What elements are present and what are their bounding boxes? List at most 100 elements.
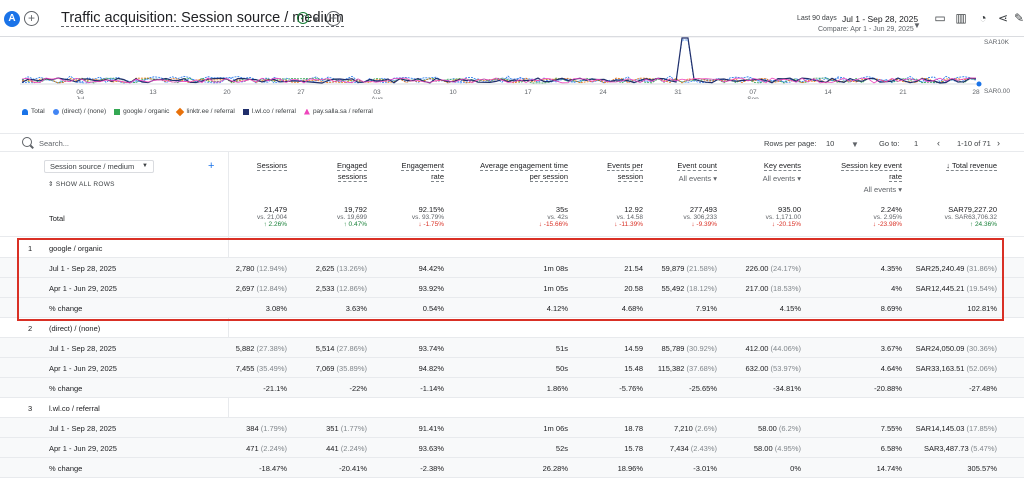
column-header-7[interactable]: Key events All events ▾ bbox=[762, 161, 801, 183]
x-tick-label: 20 bbox=[223, 89, 231, 96]
table-cell: -27.48% bbox=[969, 384, 997, 393]
check-circle-icon[interactable]: ✓ bbox=[297, 12, 309, 24]
dimension-select[interactable]: Session source / medium ▼ bbox=[44, 160, 154, 173]
dimension-value: l.wl.co / referral bbox=[49, 404, 100, 413]
table-cell: 7.91% bbox=[695, 304, 717, 313]
total-row: Total 21,479 vs. 21,004 ↑ 2.26% 19,792 vs. 1… bbox=[0, 197, 1024, 237]
table-cell: 1m 05s bbox=[543, 284, 568, 293]
insights-icon[interactable]: ◔ bbox=[979, 11, 987, 25]
highlight-box bbox=[17, 238, 1004, 321]
table-cell: 52s bbox=[555, 444, 568, 453]
column-header-9[interactable]: ↓ Total revenue bbox=[946, 161, 997, 171]
avatar[interactable]: A bbox=[4, 11, 20, 27]
legend-item[interactable]: google / organic bbox=[114, 108, 169, 115]
table-cell: SAR14,145.03 (17.85%) bbox=[915, 424, 997, 433]
column-header-2[interactable]: Engaged sessions bbox=[336, 161, 367, 182]
date-label[interactable]: Last 90 days bbox=[797, 15, 837, 22]
add-dimension-icon[interactable]: + bbox=[208, 160, 215, 172]
date-range[interactable]: Jul 1 - Sep 28, 2025 bbox=[842, 14, 919, 24]
column-header-4[interactable]: Average engagement time per session bbox=[480, 161, 568, 182]
column-header-6[interactable]: Event count All events ▾ bbox=[677, 161, 717, 183]
add-comparison-icon[interactable]: + bbox=[24, 11, 39, 26]
rows-dropdown-icon[interactable]: ▼ bbox=[851, 140, 859, 149]
table-cell: 471 (2.24%) bbox=[246, 444, 287, 453]
x-tick-label: 03 bbox=[373, 89, 381, 96]
table-cell: 3.63% bbox=[345, 304, 367, 313]
total-cell: 92.15% vs. 93.79% ↓ -1.75% bbox=[411, 205, 444, 228]
table-cell: 51s bbox=[555, 344, 568, 353]
report-title[interactable]: Traffic acquisition: Session source / me… bbox=[61, 10, 344, 27]
legend-item[interactable]: l.wl.co / referral bbox=[242, 108, 296, 115]
table-cell: 93.74% bbox=[418, 344, 444, 353]
chevron-down-icon[interactable]: ▼ bbox=[312, 15, 320, 24]
table-cell: SAR33,163.51 (52.06%) bbox=[915, 364, 997, 373]
row-label: Jul 1 - Sep 28, 2025 bbox=[49, 344, 117, 353]
column-header-5[interactable]: Events per session bbox=[607, 161, 643, 182]
table-cell: 632.00 (53.97%) bbox=[745, 364, 801, 373]
x-tick-label: 10 bbox=[449, 89, 457, 96]
table-cell: -22% bbox=[349, 384, 367, 393]
comment-icon[interactable]: ▭ bbox=[934, 11, 946, 25]
row-number: 2 bbox=[28, 324, 33, 333]
search-icon[interactable] bbox=[22, 137, 32, 147]
row-label: Apr 1 - Jun 29, 2025 bbox=[49, 284, 117, 293]
table-cell: 58.00 (6.2%) bbox=[758, 424, 801, 433]
table-cell: 21.54 bbox=[624, 264, 643, 273]
add-icon[interactable]: + bbox=[326, 11, 341, 26]
table-cell: 94.42% bbox=[418, 264, 444, 273]
column-header-8[interactable]: Session key event rate All events ▾ bbox=[841, 161, 902, 194]
table-cell: 1m 08s bbox=[543, 264, 568, 273]
search-input[interactable]: Search... bbox=[39, 139, 70, 148]
table-cell: -5.76% bbox=[619, 384, 643, 393]
table-cell: 1m 06s bbox=[543, 424, 568, 433]
table-cell: 2,780 (12.94%) bbox=[235, 264, 287, 273]
table-cell: 18.78 bbox=[624, 424, 643, 433]
column-header-1[interactable]: Sessions bbox=[256, 161, 287, 171]
group-header-row[interactable]: 1 google / organic bbox=[0, 238, 1024, 258]
table-cell: SAR24,050.09 (30.36%) bbox=[915, 344, 997, 353]
rows-per-page-label: Rows per page: bbox=[764, 139, 817, 148]
series-line bbox=[21, 37, 977, 84]
table-cell: 0% bbox=[790, 464, 801, 473]
goto-input[interactable]: 1 bbox=[914, 139, 919, 148]
prev-page-icon[interactable]: ‹ bbox=[937, 138, 940, 148]
group-header-row[interactable]: 2 (direct) / (none) bbox=[0, 318, 1024, 338]
share-icon[interactable]: ⋖ bbox=[997, 11, 1009, 25]
legend-item[interactable]: Total bbox=[22, 108, 45, 115]
x-tick-label: Sep bbox=[747, 96, 759, 99]
table-cell: 412.00 (44.06%) bbox=[745, 344, 801, 353]
total-cell: 277,493 vs. 306,233 ↓ -9.39% bbox=[683, 205, 717, 228]
table-cell: 4.68% bbox=[621, 304, 643, 313]
legend-item[interactable]: pay.salla.sa / referral bbox=[303, 108, 373, 115]
next-page-icon[interactable]: › bbox=[997, 138, 1000, 148]
table-cell: 2,533 (12.86%) bbox=[315, 284, 367, 293]
table-row: % change 3.08% 3.63% 0.54% 4.12% 4.68% 7.91% 4.… bbox=[0, 298, 1024, 318]
rows-per-page-select[interactable]: 10 bbox=[826, 139, 835, 148]
total-cell: 35s vs. 42s ↓ -15.66% bbox=[538, 205, 568, 228]
legend-item[interactable]: (direct) / (none) bbox=[52, 108, 106, 115]
table-cell: -3.01% bbox=[693, 464, 717, 473]
table-cell: 15.78 bbox=[624, 444, 643, 453]
date-dropdown-icon[interactable]: ▼ bbox=[913, 21, 921, 30]
x-tick-label: 28 bbox=[972, 89, 980, 96]
total-cell: 21,479 vs. 21,004 ↑ 2.26% bbox=[257, 205, 287, 228]
edit-icon[interactable]: ✎ bbox=[1013, 11, 1024, 25]
total-cell: 19,792 vs. 19,699 ↑ 0.47% bbox=[337, 205, 367, 228]
legend-item[interactable]: linktr.ee / referral bbox=[176, 107, 235, 116]
table-cell: 4.64% bbox=[880, 364, 902, 373]
column-header-3[interactable]: Engagement rate bbox=[401, 161, 444, 182]
group-header-row[interactable]: 3 l.wl.co / referral bbox=[0, 398, 1024, 418]
x-tick-label: 14 bbox=[824, 89, 832, 96]
x-tick-label: 27 bbox=[297, 89, 305, 96]
table-cell: 4.35% bbox=[880, 264, 902, 273]
compare-icon[interactable]: ▥ bbox=[955, 11, 967, 25]
x-tick-label: Aug bbox=[371, 96, 383, 99]
table-cell: 5,882 (27.38%) bbox=[235, 344, 287, 353]
x-tick-label: 24 bbox=[599, 89, 607, 96]
table-cell: SAR25,240.49 (31.86%) bbox=[915, 264, 997, 273]
series-line bbox=[21, 77, 976, 84]
table-cell: 26.28% bbox=[542, 464, 568, 473]
show-all-rows-button[interactable]: ⇕ SHOW ALL ROWS bbox=[48, 181, 115, 188]
line-chart: 06Jul 13 20 27 03Aug 10 17 24 31 07Sep 14 21 28 SAR1… bbox=[20, 37, 1010, 99]
table-cell: 93.63% bbox=[418, 444, 444, 453]
